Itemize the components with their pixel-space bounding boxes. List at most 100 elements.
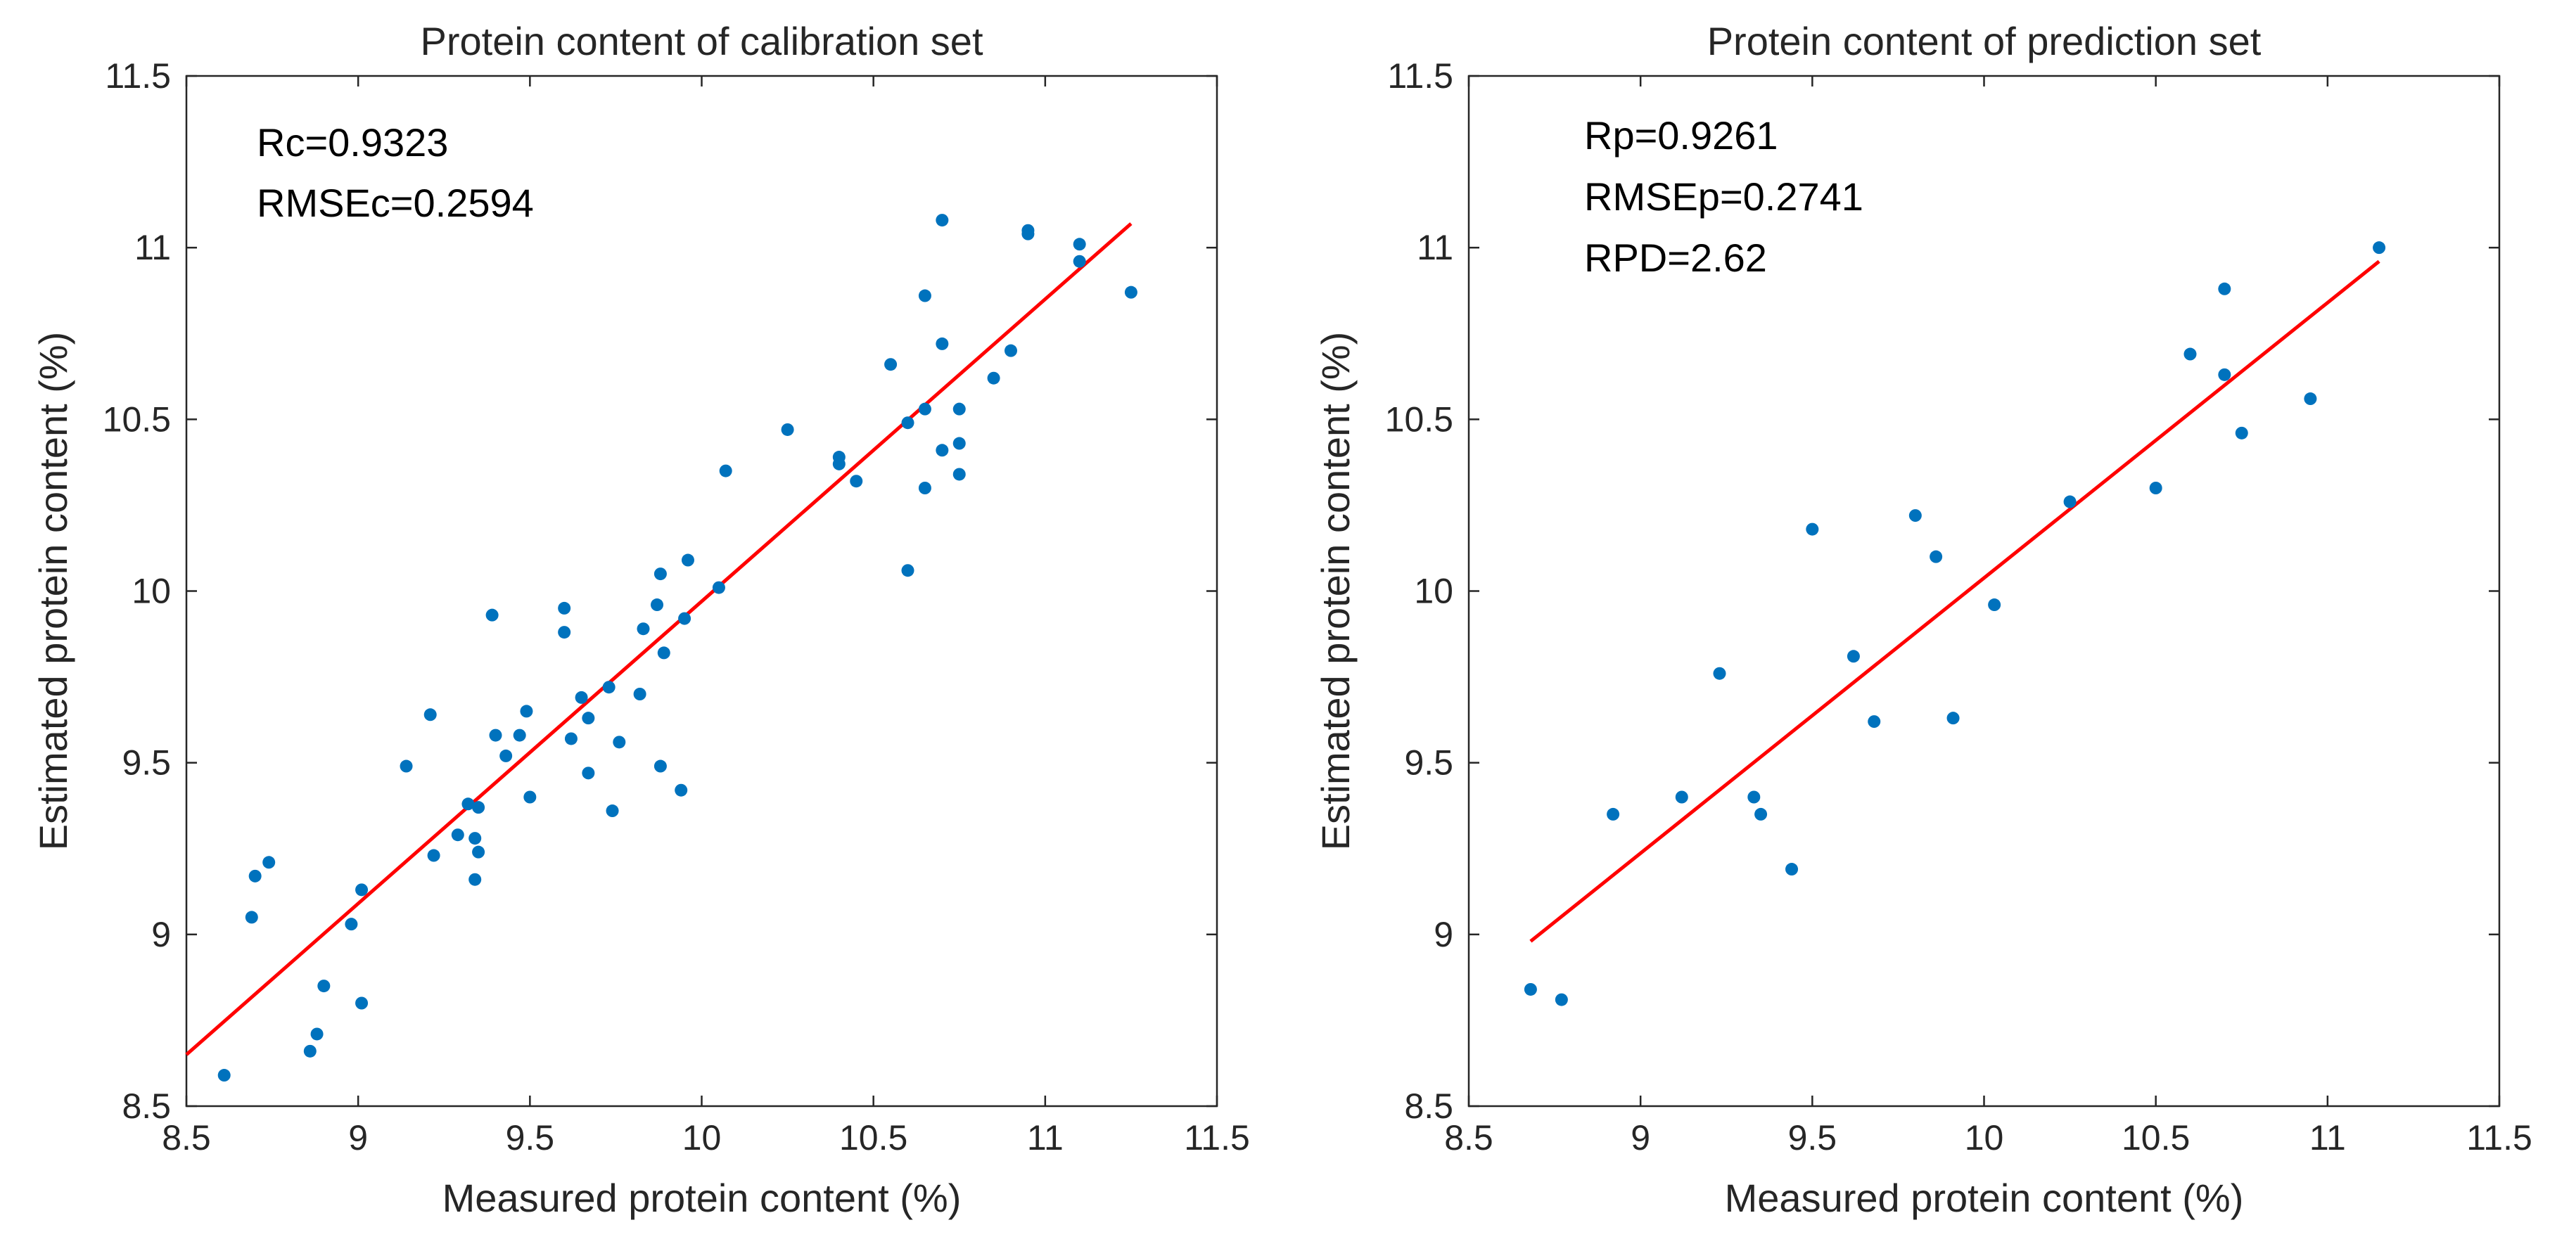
- data-point: [1930, 550, 1943, 563]
- y-tick-label: 8.5: [122, 1086, 171, 1126]
- data-point: [1908, 509, 1922, 522]
- data-point: [719, 464, 732, 477]
- plot-frame: [185, 75, 1218, 1108]
- data-point: [1021, 227, 1035, 240]
- data-point: [2235, 426, 2248, 440]
- data-point: [472, 845, 485, 859]
- data-point: [633, 688, 646, 700]
- chart-title: Protein content of prediction set: [1707, 19, 2262, 63]
- stats-annotation: Rc=0.9323: [257, 120, 448, 165]
- x-tick-label: 11.5: [1184, 1118, 1250, 1157]
- data-point: [918, 482, 931, 494]
- y-tick-label: 8.5: [1404, 1086, 1453, 1126]
- data-point: [1847, 650, 1860, 663]
- data-point: [602, 681, 616, 694]
- data-point: [303, 1044, 317, 1058]
- data-point: [606, 804, 619, 818]
- data-point: [637, 622, 650, 636]
- data-point: [461, 797, 475, 811]
- stats-annotation: Rp=0.9261: [1584, 113, 1778, 158]
- x-tick-label: 10.5: [2122, 1118, 2190, 1157]
- data-point: [850, 475, 863, 488]
- data-point: [513, 729, 526, 742]
- y-tick-label: 11: [134, 228, 171, 267]
- data-point: [355, 996, 369, 1010]
- data-point: [582, 712, 595, 725]
- x-tick-label: 10: [682, 1118, 722, 1157]
- data-point: [1747, 790, 1761, 804]
- data-point: [1607, 807, 1620, 821]
- data-point: [613, 736, 626, 749]
- data-point: [2183, 347, 2197, 361]
- data-point: [1785, 863, 1799, 876]
- data-point: [952, 468, 966, 481]
- data-point: [1868, 715, 1881, 729]
- data-point: [317, 980, 331, 993]
- x-tick-label: 9: [1631, 1118, 1650, 1157]
- data-point: [1073, 238, 1086, 251]
- data-point: [472, 801, 485, 814]
- data-point: [657, 646, 670, 660]
- y-tick-label: 9: [151, 915, 171, 954]
- fit-line: [1529, 259, 2380, 943]
- fit-line: [185, 222, 1133, 1056]
- x-tick-label: 11: [1027, 1118, 1064, 1157]
- x-tick-label: 10.5: [839, 1118, 907, 1157]
- data-point: [423, 708, 437, 721]
- data-point: [468, 873, 482, 886]
- x-tick-label: 8.5: [1444, 1118, 1493, 1157]
- data-point: [653, 567, 667, 581]
- x-tick-label: 9.5: [506, 1118, 555, 1157]
- data-point: [217, 1069, 231, 1082]
- y-tick-label: 10: [132, 572, 171, 611]
- data-point: [310, 1027, 324, 1041]
- data-point: [1754, 807, 1768, 821]
- data-point: [675, 783, 688, 797]
- data-point: [248, 869, 262, 883]
- y-tick-label: 9: [1434, 915, 1453, 954]
- data-point: [451, 828, 464, 842]
- x-tick-label: 10: [1965, 1118, 2004, 1157]
- data-point: [427, 849, 440, 862]
- data-point: [558, 601, 571, 615]
- data-point: [1675, 790, 1688, 804]
- data-point: [2063, 495, 2077, 508]
- data-point: [1524, 982, 1537, 996]
- data-point: [936, 337, 949, 350]
- data-point: [1946, 712, 1960, 725]
- data-point: [936, 214, 949, 227]
- data-point: [2218, 368, 2231, 381]
- x-tick-label: 8.5: [162, 1118, 211, 1157]
- y-axis-label: Estimated protein content (%): [1313, 332, 1358, 851]
- data-point: [468, 832, 482, 845]
- data-point: [936, 444, 949, 457]
- data-point: [884, 358, 898, 371]
- data-point: [1005, 344, 1017, 357]
- data-point: [489, 729, 502, 742]
- x-axis-label: Measured protein content (%): [442, 1176, 962, 1220]
- x-tick-label: 9.5: [1788, 1118, 1837, 1157]
- data-point: [558, 626, 571, 639]
- stats-annotation: RMSEp=0.2741: [1584, 174, 1863, 219]
- x-axis-label: Measured protein content (%): [1725, 1176, 2244, 1220]
- data-point: [564, 732, 578, 745]
- data-point: [918, 289, 931, 302]
- data-point: [952, 402, 966, 416]
- data-point: [918, 402, 931, 416]
- data-point: [2373, 241, 2386, 255]
- data-point: [1555, 993, 1568, 1006]
- data-point: [952, 437, 966, 450]
- y-tick-label: 11: [1417, 228, 1453, 267]
- y-axis-label: Estimated protein content (%): [31, 332, 75, 851]
- chart-2: 8.5 9 9.5 10 10.5 11 11.5 8.5 9 9.5 10 10.5 11 11.5 Pr…: [1313, 19, 2532, 1220]
- y-tick-label: 11.5: [1387, 56, 1453, 96]
- data-point: [901, 416, 914, 430]
- data-point: [901, 564, 914, 577]
- data-point: [678, 612, 691, 625]
- data-point: [520, 705, 533, 718]
- y-tick-label: 11.5: [105, 56, 171, 96]
- data-point: [781, 423, 794, 436]
- data-point: [1713, 667, 1726, 680]
- data-point: [582, 766, 595, 780]
